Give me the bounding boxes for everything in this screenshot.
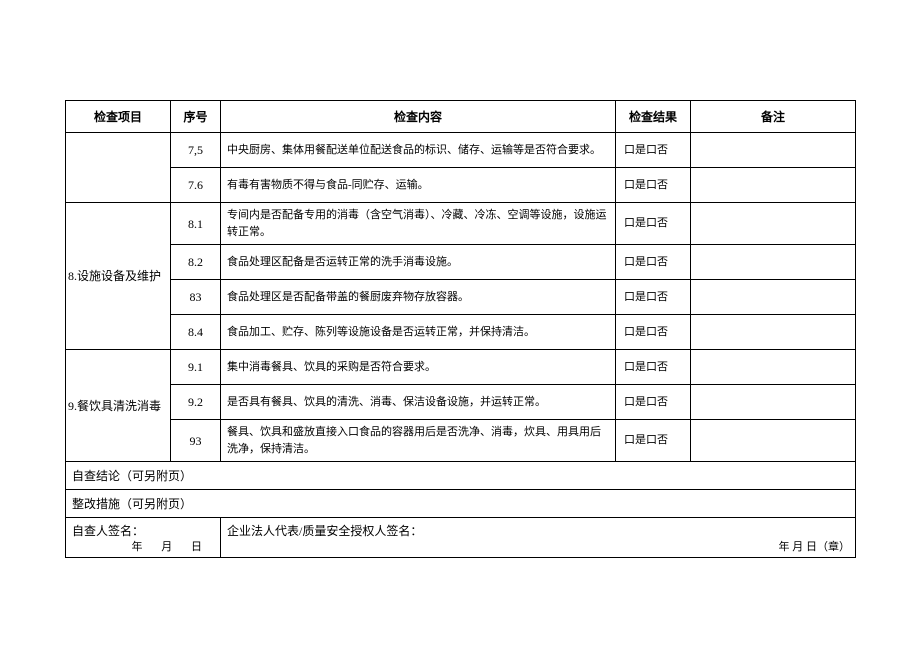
row-content: 中央厨房、集体用餐配送单位配送食品的标识、储存、运输等是否符合要求。 — [221, 133, 616, 168]
row-num: 8.2 — [171, 245, 221, 280]
row-result: 口是口否 — [616, 315, 691, 350]
table-row: 8.2 食品处理区配备是否运转正常的洗手消毒设施。 口是口否 — [66, 245, 856, 280]
row-result: 口是口否 — [616, 280, 691, 315]
table-row: 8.4 食品加工、贮存、陈列等设施设备是否运转正常，并保持清洁。 口是口否 — [66, 315, 856, 350]
row-num: 8.4 — [171, 315, 221, 350]
row-note — [691, 315, 856, 350]
date-left: 年 月 日 — [132, 539, 211, 556]
row-note — [691, 203, 856, 245]
measures-row: 整改措施（可另附页） — [66, 490, 856, 518]
date-right: 年 月 日（章） — [779, 539, 851, 556]
row-num: 93 — [171, 420, 221, 462]
row-note — [691, 350, 856, 385]
row-num: 8.1 — [171, 203, 221, 245]
row-note — [691, 168, 856, 203]
row-num: 83 — [171, 280, 221, 315]
row-num: 7,5 — [171, 133, 221, 168]
sig-right-label: 企业法人代表/质量安全授权人签名： — [227, 524, 422, 538]
row-result: 口是口否 — [616, 245, 691, 280]
row-num: 9.1 — [171, 350, 221, 385]
header-note: 备注 — [691, 101, 856, 133]
category-blank — [66, 133, 171, 203]
header-row: 检查项目 序号 检查内容 检查结果 备注 — [66, 101, 856, 133]
inspection-table-container: 检查项目 序号 检查内容 检查结果 备注 7,5 中央厨房、集体用餐配送单位配送… — [65, 100, 855, 558]
row-content: 有毒有害物质不得与食品-同贮存、运输。 — [221, 168, 616, 203]
header-content: 检查内容 — [221, 101, 616, 133]
inspection-table: 检查项目 序号 检查内容 检查结果 备注 7,5 中央厨房、集体用餐配送单位配送… — [65, 100, 856, 558]
category-9: 9.餐饮具清洗消毒 — [66, 350, 171, 462]
table-row: 7,5 中央厨房、集体用餐配送单位配送食品的标识、储存、运输等是否符合要求。 口… — [66, 133, 856, 168]
sig-left: 自查人签名： 年 月 日 — [66, 518, 221, 558]
table-row: 93 餐具、饮具和盛放直接入口食品的容器用后是否洗净、消毒，炊具、用具用后洗净，… — [66, 420, 856, 462]
row-result: 口是口否 — [616, 420, 691, 462]
table-row: 9.餐饮具清洗消毒 9.1 集中消毒餐具、饮具的采购是否符合要求。 口是口否 — [66, 350, 856, 385]
conclusion-label: 自查结论（可另附页） — [66, 462, 856, 490]
header-num: 序号 — [171, 101, 221, 133]
row-note — [691, 420, 856, 462]
row-content: 食品处理区是否配备带盖的餐厨废弃物存放容器。 — [221, 280, 616, 315]
signature-row: 自查人签名： 年 月 日 企业法人代表/质量安全授权人签名： 年 月 日（章） — [66, 518, 856, 558]
header-result: 检查结果 — [616, 101, 691, 133]
table-row: 7.6 有毒有害物质不得与食品-同贮存、运输。 口是口否 — [66, 168, 856, 203]
sig-right: 企业法人代表/质量安全授权人签名： 年 月 日（章） — [221, 518, 856, 558]
row-result: 口是口否 — [616, 168, 691, 203]
row-result: 口是口否 — [616, 203, 691, 245]
row-result: 口是口否 — [616, 133, 691, 168]
row-result: 口是口否 — [616, 350, 691, 385]
header-category: 检查项目 — [66, 101, 171, 133]
conclusion-row: 自查结论（可另附页） — [66, 462, 856, 490]
category-8: 8.设施设备及维护 — [66, 203, 171, 350]
row-content: 餐具、饮具和盛放直接入口食品的容器用后是否洗净、消毒，炊具、用具用后洗净，保持清… — [221, 420, 616, 462]
row-num: 9.2 — [171, 385, 221, 420]
row-result: 口是口否 — [616, 385, 691, 420]
sig-left-label: 自查人签名： — [72, 524, 144, 538]
row-content: 食品加工、贮存、陈列等设施设备是否运转正常，并保持清洁。 — [221, 315, 616, 350]
measures-label: 整改措施（可另附页） — [66, 490, 856, 518]
row-note — [691, 280, 856, 315]
row-content: 专间内是否配备专用的消毒（含空气消毒）、冷藏、冷冻、空调等设施，设施运转正常。 — [221, 203, 616, 245]
row-num: 7.6 — [171, 168, 221, 203]
row-note — [691, 245, 856, 280]
table-row: 83 食品处理区是否配备带盖的餐厨废弃物存放容器。 口是口否 — [66, 280, 856, 315]
table-row: 8.设施设备及维护 8.1 专间内是否配备专用的消毒（含空气消毒）、冷藏、冷冻、… — [66, 203, 856, 245]
row-content: 食品处理区配备是否运转正常的洗手消毒设施。 — [221, 245, 616, 280]
row-note — [691, 133, 856, 168]
row-content: 集中消毒餐具、饮具的采购是否符合要求。 — [221, 350, 616, 385]
row-content: 是否具有餐具、饮具的清洗、消毒、保洁设备设施，并运转正常。 — [221, 385, 616, 420]
table-row: 9.2 是否具有餐具、饮具的清洗、消毒、保洁设备设施，并运转正常。 口是口否 — [66, 385, 856, 420]
row-note — [691, 385, 856, 420]
